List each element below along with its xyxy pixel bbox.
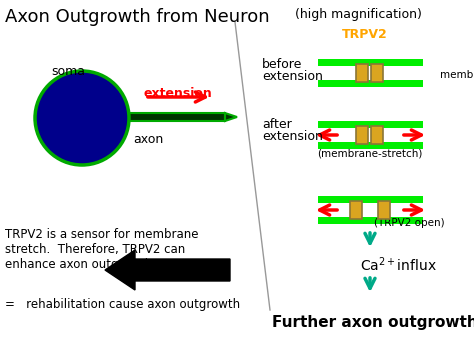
Bar [318, 80, 423, 87]
Text: Axon Outgrowth from Neuron: Axon Outgrowth from Neuron [5, 8, 270, 26]
Text: axon: axon [133, 133, 163, 146]
Text: (membrane-stretch): (membrane-stretch) [317, 149, 423, 159]
Bar [82, 113, 225, 121]
Bar [372, 64, 383, 82]
Bar [318, 217, 423, 224]
Text: membrane: membrane [440, 70, 474, 80]
Bar [356, 64, 368, 82]
Circle shape [35, 71, 129, 165]
Text: Ca$^{2+}$influx: Ca$^{2+}$influx [360, 256, 437, 274]
Text: extension: extension [262, 70, 323, 83]
Text: =   rehabilitation cause axon outgrowth: = rehabilitation cause axon outgrowth [5, 298, 240, 311]
Text: before: before [262, 58, 302, 71]
Polygon shape [225, 113, 237, 121]
Bar [318, 142, 423, 149]
Bar [378, 201, 390, 219]
FancyArrow shape [105, 250, 230, 290]
Bar [318, 196, 423, 203]
Text: soma: soma [51, 65, 85, 78]
Text: extension: extension [262, 130, 323, 143]
Text: Further axon outgrowth: Further axon outgrowth [272, 315, 474, 330]
Bar [318, 59, 423, 66]
Text: TRPV2 is a sensor for membrane
stretch.  Therefore, TRPV2 can
enhance axon outgr: TRPV2 is a sensor for membrane stretch. … [5, 228, 199, 271]
Text: after: after [262, 118, 292, 131]
Text: (TRPV2 open): (TRPV2 open) [374, 218, 445, 228]
Bar [372, 126, 383, 144]
Bar [356, 126, 368, 144]
Bar [318, 121, 423, 128]
Text: TRPV2: TRPV2 [342, 28, 388, 41]
Bar [350, 201, 362, 219]
Text: (high magnification): (high magnification) [295, 8, 422, 21]
Text: extension: extension [144, 87, 212, 100]
